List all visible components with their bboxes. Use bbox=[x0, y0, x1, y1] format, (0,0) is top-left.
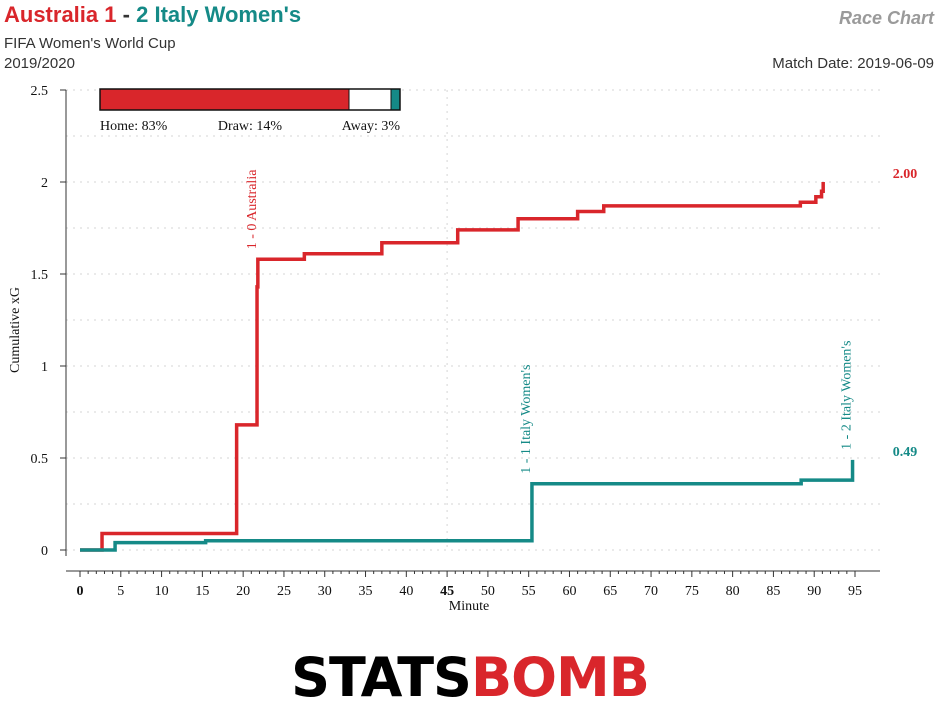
x-tick-label: 55 bbox=[522, 584, 536, 599]
y-tick-label: 1 bbox=[41, 360, 48, 375]
final-xg-label-away: 0.49 bbox=[893, 445, 918, 460]
x-tick-label: 50 bbox=[481, 584, 495, 599]
chart-grid bbox=[66, 89, 880, 551]
competition-name: FIFA Women's World Cup bbox=[4, 35, 176, 52]
season-label: 2019/2020 bbox=[4, 55, 75, 72]
logo-bomb-text: BOMB bbox=[470, 646, 650, 709]
chart-axes: 0 0.5 1 1.5 2 2.5 0 5 10 15 20 25 30 35 40 45 50 55 60 65 70… bbox=[31, 84, 880, 599]
win-probability-bar: Home: 83% Draw: 14% Away: 3% bbox=[99, 88, 401, 134]
x-tick-label: 85 bbox=[766, 584, 780, 599]
y-tick-label: 1.5 bbox=[31, 268, 49, 283]
x-tick-label: 5 bbox=[117, 584, 124, 599]
prob-away-label: Away: 3% bbox=[342, 119, 401, 134]
x-tick-label: 25 bbox=[277, 584, 291, 599]
x-tick-label: 75 bbox=[685, 584, 699, 599]
x-tick-label: 90 bbox=[807, 584, 821, 599]
chart-series: 2.00 0.49 bbox=[80, 167, 918, 552]
x-tick-label: 45 bbox=[440, 584, 454, 599]
y-axis-label: Cumulative xG bbox=[8, 287, 23, 373]
x-tick-label: 60 bbox=[562, 584, 576, 599]
goal-annotation: 1 - 1 Italy Women's bbox=[519, 365, 534, 474]
y-tick-label: 0 bbox=[41, 544, 48, 559]
series-line-away bbox=[80, 459, 855, 552]
chart-annotations: 1 - 0 Australia 1 - 1 Italy Women's 1 - 2 … bbox=[245, 169, 855, 474]
match-title: Australia 1 - 2 Italy Women's bbox=[4, 2, 301, 28]
x-tick-label: 20 bbox=[236, 584, 250, 599]
race-chart: 0 0.5 1 1.5 2 2.5 0 5 10 15 20 25 30 35 40 45 50 55 60 65 70… bbox=[8, 84, 918, 614]
goal-annotation: 1 - 0 Australia bbox=[245, 169, 260, 249]
x-tick-label: 65 bbox=[603, 584, 617, 599]
away-score: 2 bbox=[136, 2, 149, 27]
score-separator: - bbox=[122, 2, 130, 27]
prob-bar-away bbox=[391, 89, 400, 110]
statsbomb-logo: STATSBOMB bbox=[0, 650, 940, 706]
away-team-name: Italy Women's bbox=[154, 2, 302, 27]
chart-type-label: Race Chart bbox=[838, 8, 934, 28]
series-line-home bbox=[80, 182, 825, 552]
x-tick-label: 40 bbox=[399, 584, 413, 599]
goal-annotation: 1 - 2 Italy Women's bbox=[840, 341, 855, 450]
prob-bar-draw bbox=[349, 89, 391, 110]
x-tick-label: 15 bbox=[195, 584, 209, 599]
final-xg-label-home: 2.00 bbox=[893, 167, 918, 182]
y-tick-label: 2.5 bbox=[31, 84, 49, 99]
x-axis-label: Minute bbox=[449, 599, 489, 614]
prob-home-label: Home: 83% bbox=[100, 119, 168, 134]
x-tick-label: 0 bbox=[77, 584, 84, 599]
prob-bar-home bbox=[100, 89, 349, 110]
prob-bar-frame bbox=[99, 88, 401, 111]
y-tick-label: 0.5 bbox=[31, 452, 49, 467]
x-tick-label: 30 bbox=[318, 584, 332, 599]
match-date: Match Date: 2019-06-09 bbox=[772, 55, 934, 72]
x-tick-label: 10 bbox=[155, 584, 169, 599]
x-tick-label: 35 bbox=[359, 584, 373, 599]
x-tick-label: 80 bbox=[726, 584, 740, 599]
prob-draw-label: Draw: 14% bbox=[218, 119, 282, 134]
logo-stats-text: STATS bbox=[291, 646, 472, 709]
home-score: 1 bbox=[104, 2, 117, 27]
home-team-name: Australia bbox=[4, 2, 99, 27]
x-tick-label: 70 bbox=[644, 584, 658, 599]
y-tick-label: 2 bbox=[41, 176, 48, 191]
x-tick-label: 95 bbox=[848, 584, 862, 599]
